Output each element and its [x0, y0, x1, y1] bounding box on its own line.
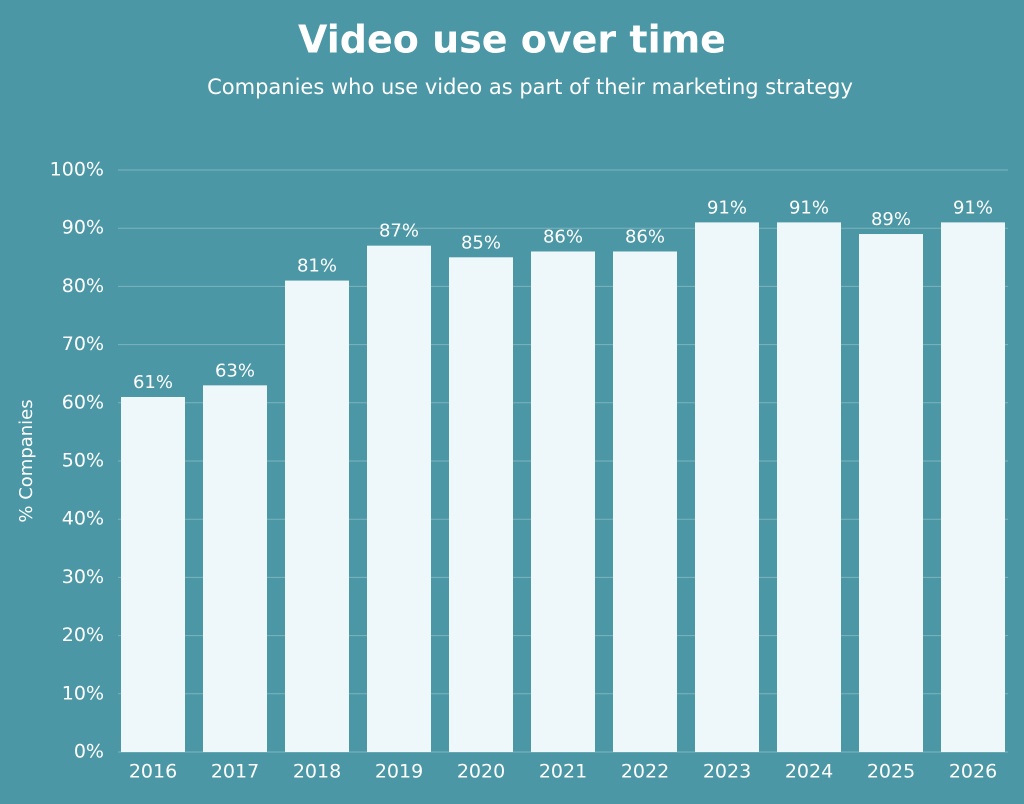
- x-tick-label: 2023: [703, 761, 751, 783]
- bar: [695, 222, 759, 752]
- y-tick-label: 70%: [62, 333, 104, 355]
- bar: [285, 280, 349, 752]
- y-tick-label: 80%: [62, 275, 104, 297]
- y-tick-label: 20%: [62, 624, 104, 646]
- chart-title: Video use over time: [298, 18, 726, 62]
- y-tick-label: 10%: [62, 682, 104, 704]
- bar: [941, 222, 1005, 752]
- value-label: 63%: [215, 360, 255, 381]
- x-tick-label: 2026: [949, 761, 997, 783]
- y-tick-label: 40%: [62, 508, 104, 530]
- y-tick-label: 30%: [62, 566, 104, 588]
- value-label: 91%: [707, 197, 747, 218]
- value-label: 87%: [379, 221, 419, 242]
- value-label: 91%: [789, 197, 829, 218]
- value-label: 91%: [953, 197, 993, 218]
- y-tick-label: 50%: [62, 450, 104, 472]
- x-tick-label: 2020: [457, 761, 505, 783]
- y-axis-label: % Companies: [16, 399, 37, 522]
- bar: [777, 222, 841, 752]
- bar: [121, 396, 185, 752]
- y-tick-label: 60%: [62, 391, 104, 413]
- x-tick-label: 2016: [129, 761, 177, 783]
- value-label: 86%: [625, 226, 665, 247]
- value-label: 86%: [543, 226, 583, 247]
- value-label: 85%: [461, 232, 501, 253]
- value-label: 89%: [871, 209, 911, 230]
- chart-subtitle: Companies who use video as part of their…: [207, 75, 853, 99]
- x-tick-label: 2024: [785, 761, 833, 783]
- bar: [449, 257, 513, 752]
- bar: [531, 251, 595, 753]
- x-tick-label: 2025: [867, 761, 915, 783]
- x-tick-label: 2021: [539, 761, 587, 783]
- bar: [859, 234, 923, 752]
- x-tick-label: 2019: [375, 761, 423, 783]
- x-tick-label: 2018: [293, 761, 341, 783]
- x-tick-label: 2022: [621, 761, 669, 783]
- y-tick-label: 100%: [50, 159, 104, 181]
- bar: [367, 245, 431, 752]
- value-label: 61%: [133, 372, 173, 393]
- bar: [613, 251, 677, 753]
- value-label: 81%: [297, 256, 337, 277]
- y-tick-label: 90%: [62, 217, 104, 239]
- x-tick-label: 2017: [211, 761, 259, 783]
- bar: [203, 385, 267, 752]
- y-tick-label: 0%: [74, 741, 104, 763]
